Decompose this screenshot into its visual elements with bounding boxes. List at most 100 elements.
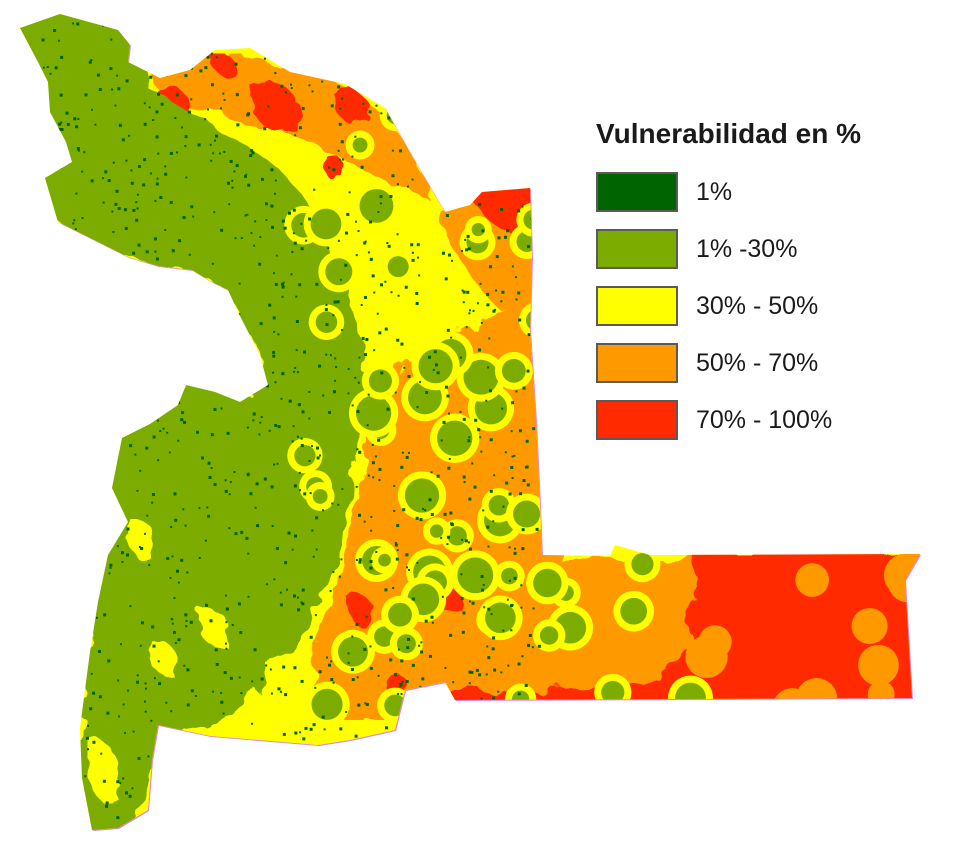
speckle (390, 291, 393, 294)
speckle (293, 666, 297, 670)
speckle (424, 619, 428, 623)
speckle (274, 192, 277, 195)
speckle (125, 79, 129, 83)
speckle (465, 248, 469, 252)
speckle (340, 558, 343, 561)
speckle (370, 515, 373, 518)
speckle (314, 686, 317, 689)
speckle (396, 183, 399, 186)
speckle (485, 673, 488, 676)
speckle (102, 201, 105, 204)
speckle (424, 509, 427, 512)
speckle (296, 435, 299, 438)
speckle (308, 459, 311, 462)
speckle (461, 289, 464, 292)
speckle (363, 520, 366, 523)
speckle (468, 600, 471, 603)
speckle (125, 553, 129, 557)
speckle (489, 389, 493, 393)
speckle (238, 282, 241, 285)
speckle (513, 576, 517, 580)
speckle (487, 607, 491, 611)
speckle (152, 644, 156, 648)
speckle (279, 591, 282, 594)
speckle (285, 588, 288, 591)
speckle (337, 149, 340, 152)
speckle (279, 690, 282, 693)
speckle (417, 256, 420, 259)
speckle (391, 174, 395, 178)
speckle (150, 719, 153, 722)
legend-swatch (596, 400, 678, 440)
speckle (325, 323, 329, 327)
speckle (121, 138, 125, 142)
speckle (502, 629, 505, 632)
speckle (419, 685, 422, 688)
speckle (351, 404, 354, 407)
speckle (177, 638, 181, 642)
speckle (402, 508, 406, 512)
speckle (344, 231, 348, 235)
speckle (441, 251, 445, 255)
speckle (222, 712, 225, 715)
zone-70-100-n1 (250, 81, 300, 130)
speckle (155, 135, 159, 139)
speckle (303, 350, 307, 354)
speckle (274, 72, 277, 75)
speckle (298, 471, 301, 474)
speckle (411, 251, 414, 254)
speckle (170, 710, 173, 713)
speckle (401, 680, 404, 683)
mottle-blob (601, 680, 625, 705)
speckle (117, 715, 120, 718)
speckle (122, 703, 125, 706)
speckle (109, 67, 113, 71)
zone-70-100-s1 (345, 594, 376, 627)
speckle (138, 546, 141, 549)
speckle (487, 656, 491, 660)
speckle (123, 731, 126, 734)
speckle (92, 740, 96, 744)
speckle (318, 670, 322, 674)
speckle (170, 617, 173, 620)
speckle (298, 283, 302, 287)
speckle (376, 312, 379, 315)
speckle (291, 440, 294, 443)
speckle (406, 646, 410, 650)
speckle (117, 679, 120, 682)
speckle (109, 563, 113, 567)
speckle (463, 481, 466, 484)
speckle (245, 536, 249, 540)
legend-label: 70% - 100% (696, 406, 833, 434)
speckle (292, 232, 295, 235)
speckle (284, 91, 287, 94)
speckle (461, 250, 464, 253)
speckle (224, 479, 227, 482)
yellow-pocket-1 (128, 519, 154, 561)
speckle (340, 140, 344, 144)
speckle (175, 569, 179, 573)
speckle (145, 687, 148, 690)
speckle (144, 532, 147, 535)
mottle-blob (488, 495, 510, 516)
speckle (480, 321, 483, 324)
speckle (271, 524, 274, 527)
speckle (462, 417, 466, 421)
speckle (468, 312, 471, 315)
speckle (132, 208, 136, 212)
speckle (315, 548, 318, 551)
speckle (220, 691, 223, 694)
speckle (77, 149, 80, 152)
speckle (445, 214, 449, 218)
speckle (532, 607, 535, 610)
speckle (468, 436, 471, 439)
speckle (139, 469, 142, 472)
speckle (143, 122, 147, 126)
speckle (296, 371, 299, 374)
speckle (171, 249, 175, 253)
speckle (478, 203, 482, 207)
speckle (234, 237, 237, 240)
speckle (137, 756, 141, 760)
speckle (430, 615, 434, 619)
speckle (136, 674, 139, 677)
